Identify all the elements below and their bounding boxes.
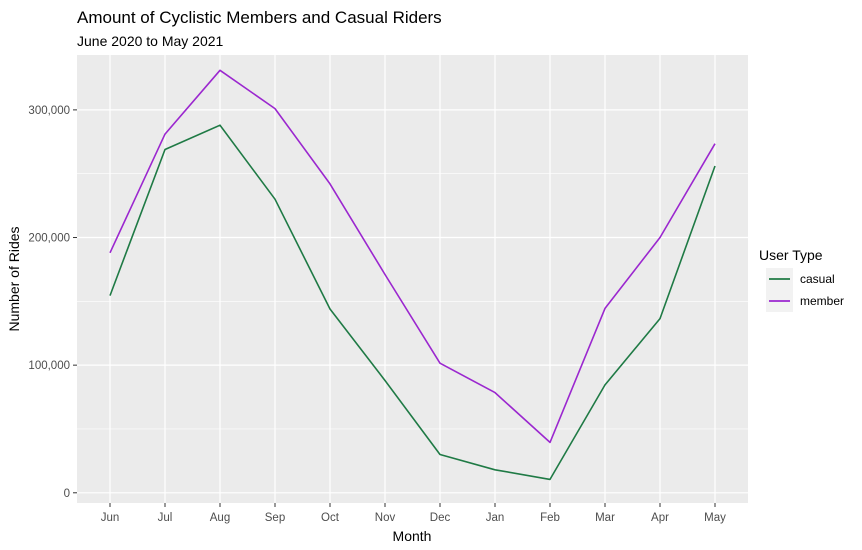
y-tick-label: 100,000 <box>28 360 70 372</box>
x-tick-label: Mar <box>595 512 615 524</box>
legend-label-member: member <box>800 294 844 308</box>
axes: 0 100,000 200,000 300,000 Jun Jul Aug Sep Oct Nov… <box>28 105 726 524</box>
y-tick-label: 200,000 <box>28 233 70 245</box>
x-tick-label: Jul <box>158 512 173 524</box>
series-lines <box>109 69 716 481</box>
x-tick-label: May <box>704 512 726 524</box>
grid <box>77 55 748 503</box>
y-axis-title: Number of Rides <box>6 226 22 331</box>
legend-title: User Type <box>759 247 823 263</box>
x-tick-label: Jan <box>486 512 505 524</box>
plot-panel <box>77 55 748 503</box>
x-tick-label: Feb <box>540 512 560 524</box>
legend-items: casual member <box>766 268 844 312</box>
legend-label-casual: casual <box>800 272 835 286</box>
chart-subtitle: June 2020 to May 2021 <box>77 33 224 49</box>
series-line-casual <box>109 124 716 481</box>
x-tick-label: Dec <box>430 512 451 524</box>
x-tick-label: Oct <box>321 512 340 524</box>
legend: User Type casual member <box>759 247 844 312</box>
chart-title: Amount of Cyclistic Members and Casual R… <box>77 8 442 27</box>
y-tick-label: 300,000 <box>28 105 70 117</box>
x-axis-title: Month <box>393 528 432 544</box>
x-tick-label: Jun <box>101 512 120 524</box>
x-tick-label: Apr <box>651 512 669 524</box>
x-tick-label: Aug <box>210 512 230 524</box>
x-tick-label: Sep <box>265 512 285 524</box>
series-line-member <box>109 69 716 444</box>
y-tick-label: 0 <box>64 488 70 500</box>
x-tick-label: Nov <box>375 512 396 524</box>
